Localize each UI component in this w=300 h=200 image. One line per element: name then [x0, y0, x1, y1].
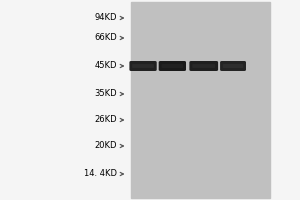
FancyBboxPatch shape	[132, 64, 154, 68]
FancyBboxPatch shape	[192, 64, 215, 68]
Text: 45KD: 45KD	[94, 62, 117, 71]
Text: 35KD: 35KD	[94, 90, 117, 98]
FancyBboxPatch shape	[189, 61, 218, 71]
Text: 94KD: 94KD	[94, 14, 117, 22]
FancyBboxPatch shape	[161, 64, 183, 68]
Text: 20KD: 20KD	[94, 142, 117, 150]
FancyBboxPatch shape	[223, 64, 243, 68]
Text: 14. 4KD: 14. 4KD	[84, 170, 117, 178]
Bar	[130, 2, 270, 198]
Text: 26KD: 26KD	[94, 116, 117, 124]
FancyBboxPatch shape	[220, 61, 246, 71]
FancyBboxPatch shape	[159, 61, 186, 71]
FancyBboxPatch shape	[129, 61, 157, 71]
Text: 66KD: 66KD	[94, 33, 117, 43]
